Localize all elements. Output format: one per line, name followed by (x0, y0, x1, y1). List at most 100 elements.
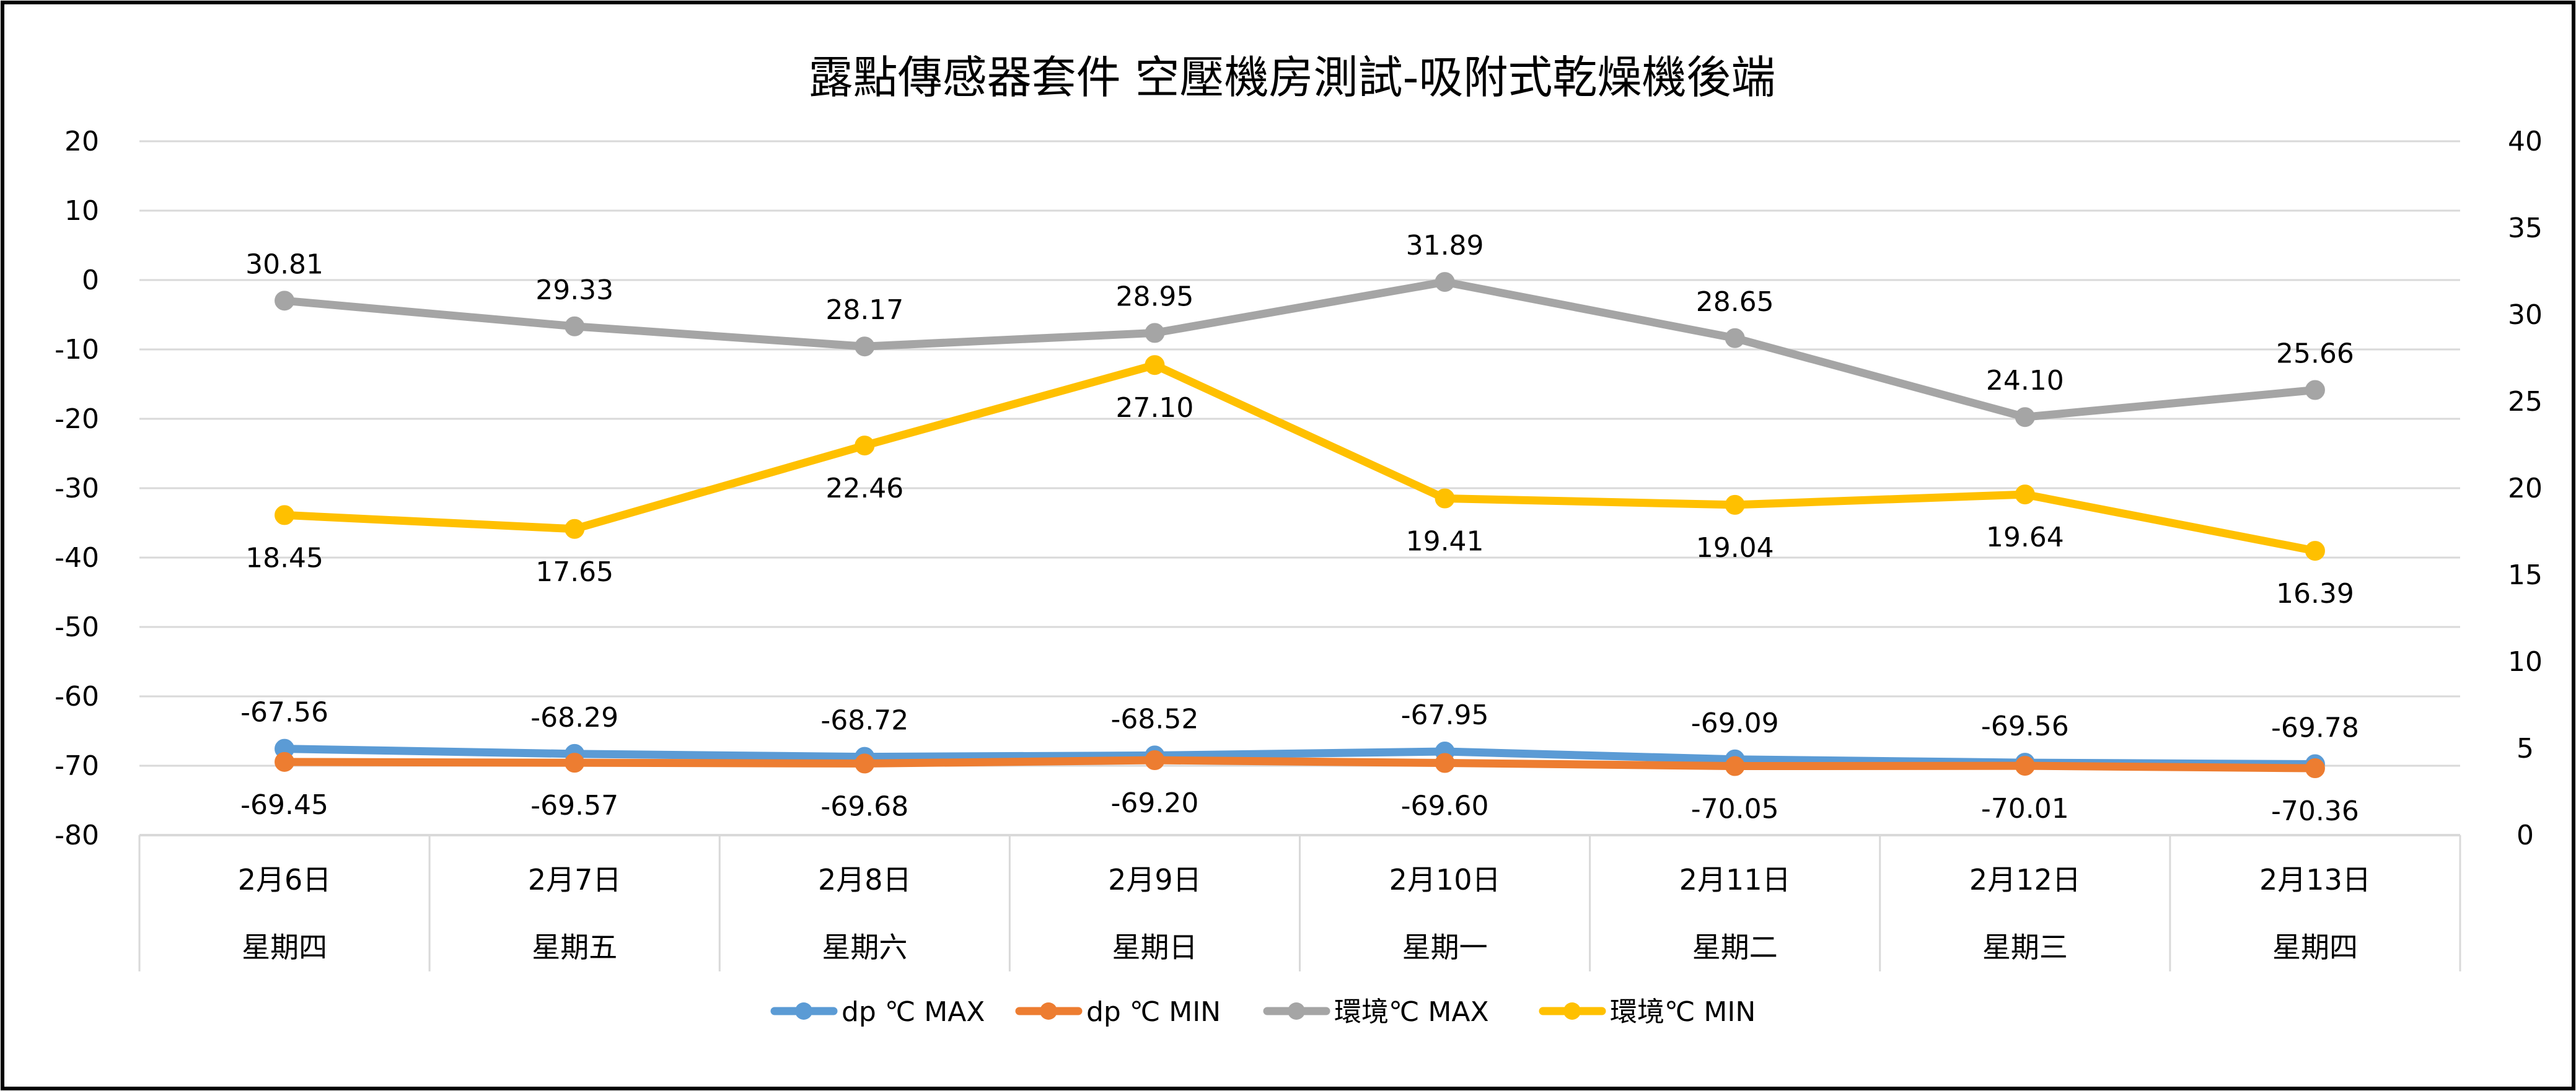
data-label: -69.68 (820, 791, 908, 822)
series-point (2305, 541, 2325, 561)
left-axis-tick-label: -20 (55, 403, 99, 435)
series-lines (275, 272, 2325, 779)
axes: 20 10 0 -10 -20 -30 -40 -50 -60 -70 -80 40 35 30 25 20 1… (55, 126, 2543, 971)
series-line (280, 278, 2319, 421)
right-axis-tick-label: 0 (2517, 820, 2534, 851)
category-date-label: 2月13日 (2259, 863, 2371, 896)
series-point (1725, 756, 1745, 776)
data-label: 30.81 (245, 248, 323, 280)
series-point (275, 505, 295, 525)
data-label: -69.45 (240, 789, 328, 821)
left-axis-tick-label: -80 (55, 820, 99, 851)
data-label: 16.39 (2276, 578, 2354, 610)
left-axis-tick-label: -10 (55, 334, 99, 366)
series-point (2015, 756, 2035, 776)
legend-label: 環境℃ MAX (1334, 996, 1489, 1028)
left-axis-tick-label: -70 (55, 750, 99, 782)
legend-label: dp ℃ MAX (842, 996, 985, 1028)
data-labels: -67.56 -68.29 -68.72 -68.52 -67.95 -69.09 -69.… (240, 230, 2359, 827)
data-label: 25.66 (2276, 338, 2354, 370)
series-point (855, 753, 875, 774)
series-point (1435, 753, 1455, 773)
right-axis-tick-label: 40 (2508, 126, 2543, 157)
data-label: 19.04 (1696, 532, 1774, 564)
category-date-label: 2月11日 (1679, 863, 1791, 896)
category-weekday-label: 星期一 (1402, 931, 1488, 964)
series-point (1435, 488, 1455, 509)
data-label: 17.65 (535, 556, 613, 588)
data-label: 31.89 (1406, 230, 1484, 261)
series-point (1145, 355, 1165, 375)
data-label: -69.09 (1691, 708, 1779, 739)
series-point (2015, 407, 2035, 427)
series-point (275, 291, 295, 311)
series-point (565, 753, 585, 773)
category-weekday-label: 星期六 (822, 931, 907, 964)
data-label: 18.45 (245, 542, 323, 574)
series-point (2305, 380, 2325, 400)
series-point (1725, 494, 1745, 515)
left-axis-tick-label: 10 (64, 195, 99, 227)
category-date-label: 2月12日 (1969, 863, 2081, 896)
legend-label: 環境℃ MIN (1610, 996, 1756, 1028)
series-point (855, 436, 875, 456)
series-point (855, 336, 875, 357)
data-label: 19.41 (1406, 526, 1484, 558)
category-weekday-label: 星期四 (2272, 931, 2358, 964)
series-point (1435, 272, 1455, 292)
series-point (1145, 323, 1165, 343)
series-point (275, 751, 295, 772)
data-label: 28.65 (1696, 286, 1774, 318)
legend: dp ℃ MAX dp ℃ MIN 環境℃ MAX 環境℃ MIN (770, 996, 1756, 1028)
legend-swatch-marker (1040, 1002, 1057, 1020)
right-axis-tick-label: 10 (2508, 646, 2543, 678)
series-point (565, 519, 585, 539)
legend-swatch-marker (1288, 1002, 1305, 1020)
category-date-label: 2月6日 (238, 863, 332, 896)
data-label: -69.78 (2271, 712, 2359, 744)
series-point (1145, 750, 1165, 771)
category-weekday-label: 星期四 (242, 931, 327, 964)
left-axis-tick-label: -30 (55, 473, 99, 504)
left-axis-tick-label: 0 (82, 265, 99, 296)
legend-label: dp ℃ MIN (1086, 996, 1221, 1028)
right-axis-tick-label: 35 (2508, 213, 2543, 244)
category-date-label: 2月10日 (1389, 863, 1501, 896)
series-point (1725, 328, 1745, 348)
left-axis-tick-label: 20 (64, 126, 99, 157)
series-line (280, 361, 2319, 555)
data-label: -69.60 (1401, 791, 1489, 822)
series-point (565, 316, 585, 336)
chart-title: 露點傳感器套件 空壓機房測試-吸附式乾燥機後端 (809, 51, 1776, 103)
data-label: -68.72 (820, 705, 908, 737)
data-label: 22.46 (825, 473, 903, 504)
data-label: -67.95 (1401, 699, 1489, 731)
right-axis-tick-label: 25 (2508, 386, 2543, 418)
category-date-label: 2月9日 (1108, 863, 1202, 896)
data-label: 28.17 (825, 294, 903, 326)
left-axis-tick-label: -50 (55, 611, 99, 643)
category-weekday-label: 星期日 (1112, 931, 1197, 964)
data-label: -70.36 (2271, 795, 2359, 827)
data-label: -68.29 (530, 702, 618, 734)
data-label: -70.01 (1981, 793, 2069, 825)
category-date-label: 2月7日 (528, 863, 622, 896)
category-weekday-label: 星期五 (532, 931, 617, 964)
data-label: -69.20 (1111, 787, 1199, 819)
category-weekday-label: 星期三 (1982, 931, 2068, 964)
data-label: 29.33 (535, 274, 613, 306)
data-label: 24.10 (1986, 365, 2064, 397)
right-axis-tick-label: 30 (2508, 299, 2543, 331)
category-date-label: 2月8日 (818, 863, 912, 896)
data-label: -69.57 (530, 790, 618, 822)
legend-swatch-marker (795, 1002, 812, 1020)
series-point (2305, 758, 2325, 779)
left-axis-tick-label: -40 (55, 542, 99, 574)
data-label: 27.10 (1115, 392, 1193, 424)
category-weekday-label: 星期二 (1692, 931, 1778, 964)
data-label: 19.64 (1986, 522, 2064, 553)
data-label: -68.52 (1111, 703, 1199, 735)
